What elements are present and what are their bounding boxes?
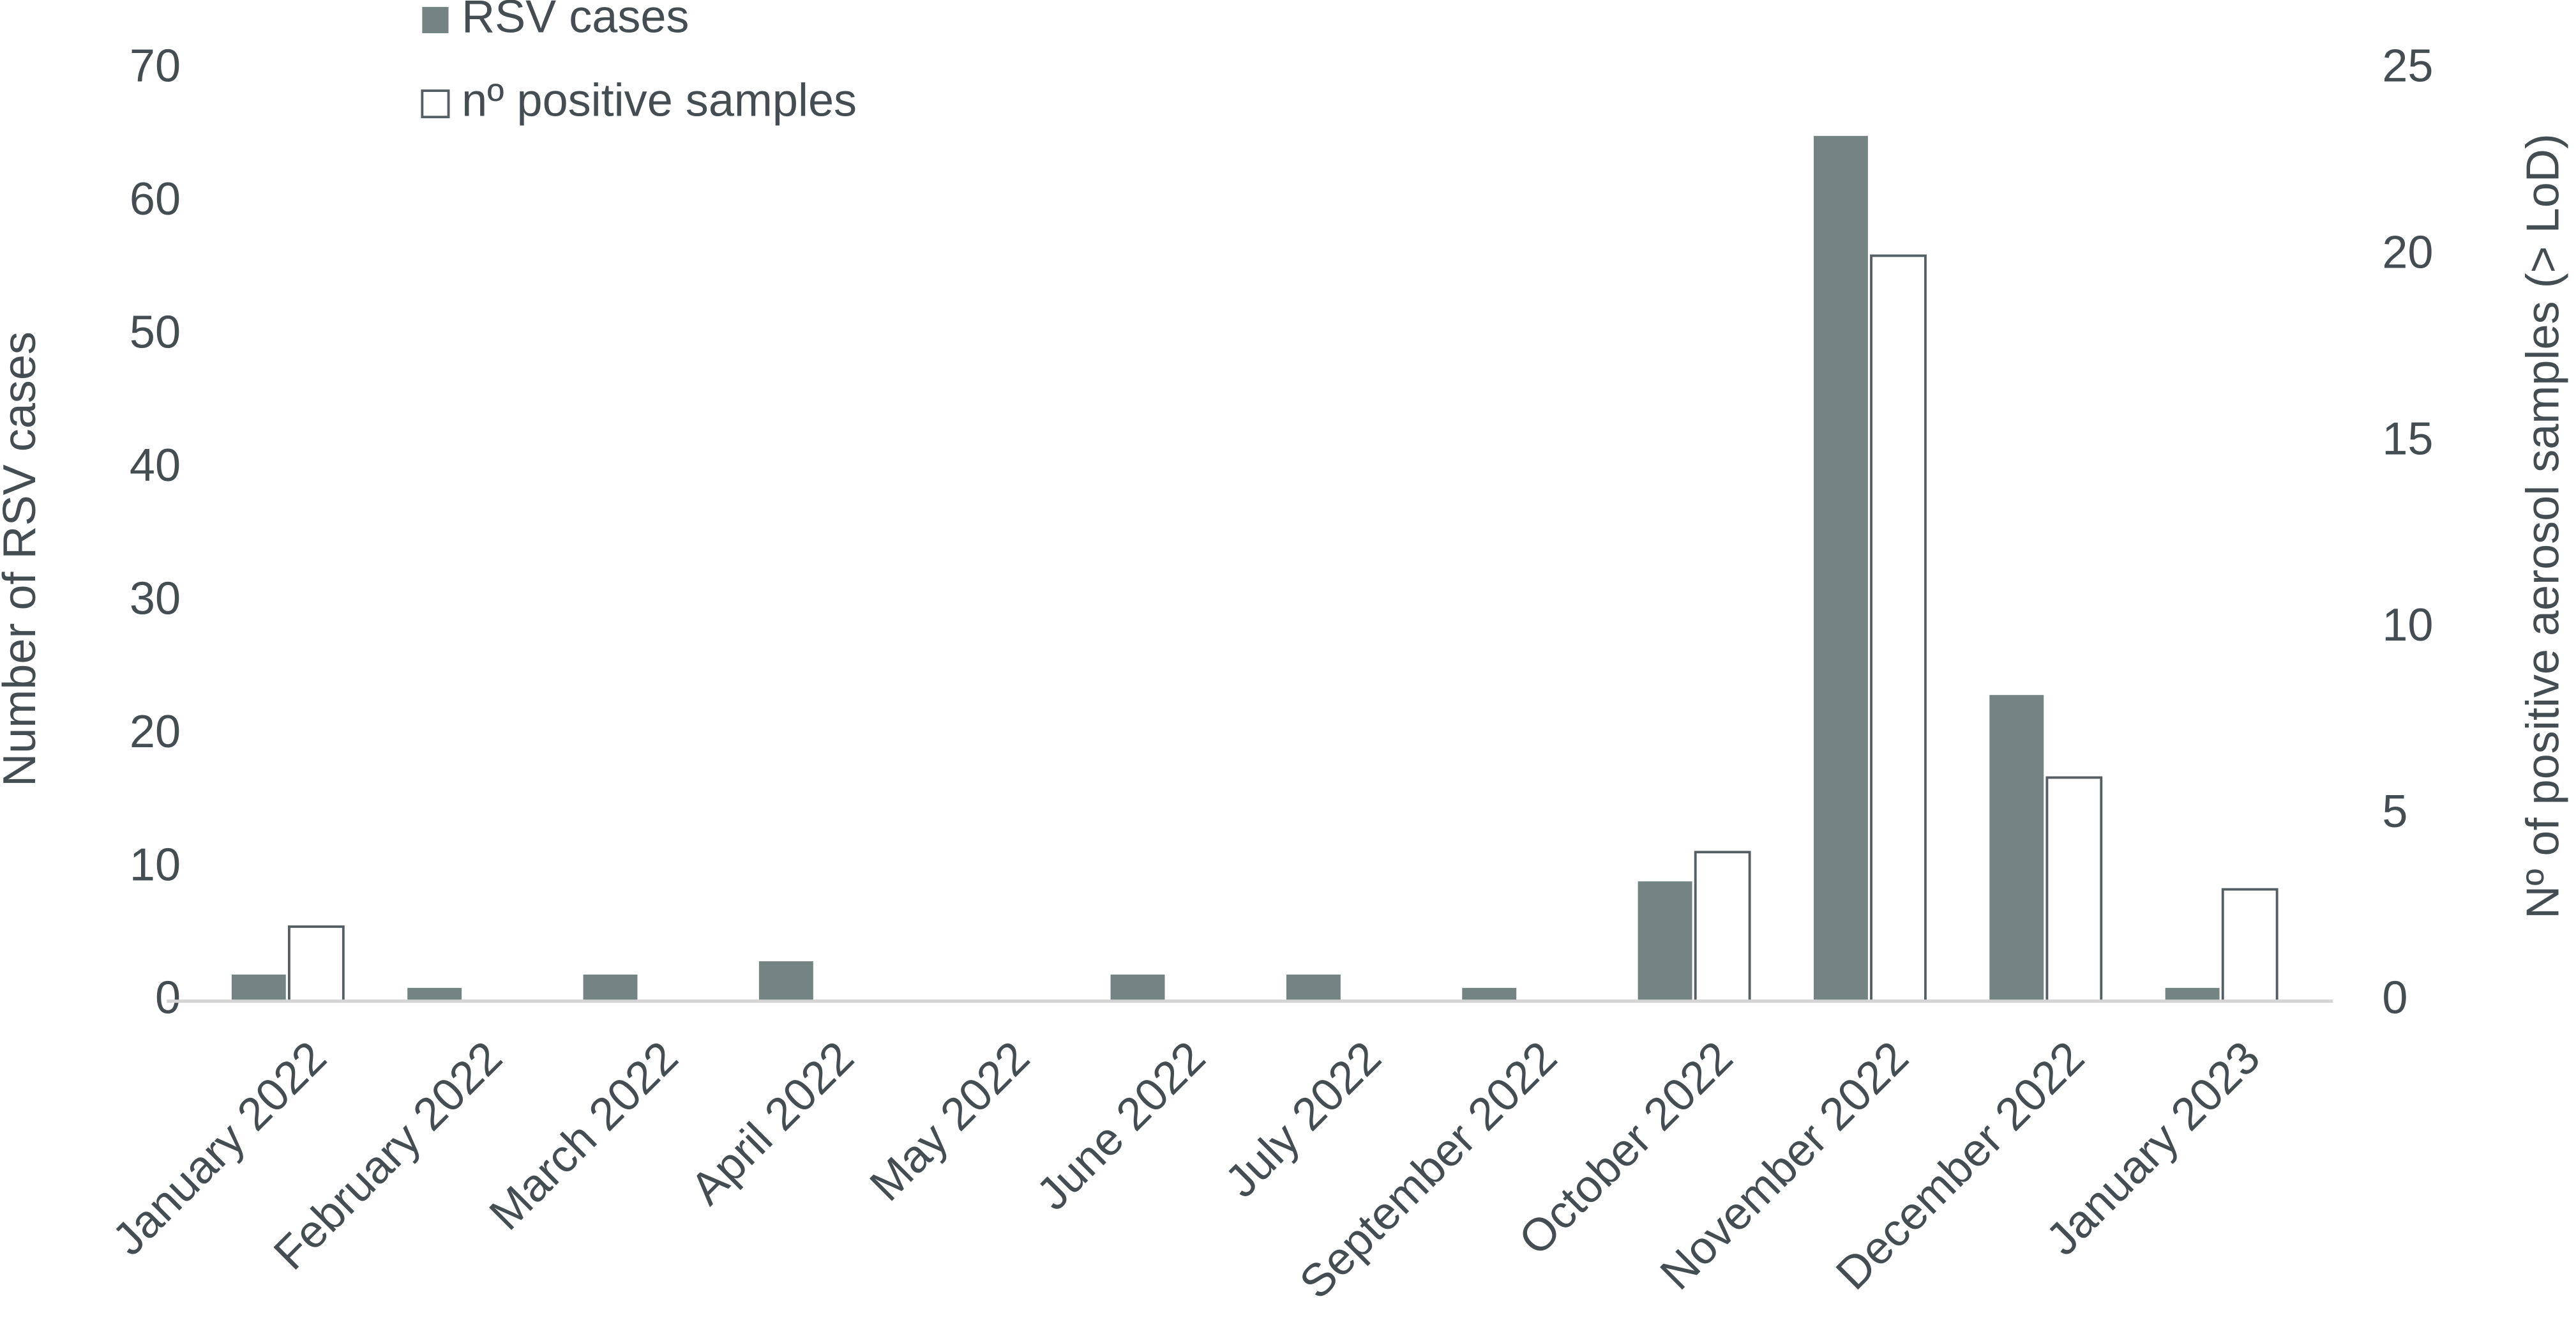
legend-swatch bbox=[421, 89, 450, 119]
bar bbox=[231, 974, 286, 1001]
y2-tick-label: 15 bbox=[2382, 413, 2433, 464]
bar bbox=[1110, 974, 1165, 1001]
y2-tick-label: 25 bbox=[2382, 41, 2433, 92]
legend-label: nº positive samples bbox=[462, 75, 857, 126]
y-tick-label: 70 bbox=[130, 41, 181, 92]
bar bbox=[758, 961, 813, 1001]
bar bbox=[1870, 254, 1927, 1003]
y2-tick-label: 0 bbox=[2382, 973, 2407, 1024]
y-tick-label: 0 bbox=[155, 973, 181, 1024]
x-tick-label: June 2022 bbox=[1027, 1032, 1216, 1220]
y2-tick-label: 10 bbox=[2382, 600, 2433, 651]
bar bbox=[1989, 695, 2044, 1001]
y2-axis-label: Nº of positive aerosol samples (> LoD) bbox=[2518, 133, 2569, 919]
bar bbox=[407, 987, 462, 1001]
x-tick-label: May 2022 bbox=[861, 1032, 1039, 1211]
x-tick-label: March 2022 bbox=[480, 1032, 688, 1240]
bar bbox=[1462, 987, 1517, 1001]
y2-tick-label: 20 bbox=[2382, 227, 2433, 278]
y-tick-label: 20 bbox=[130, 706, 181, 757]
bar bbox=[1694, 851, 1751, 1003]
bar bbox=[1286, 974, 1341, 1001]
bar bbox=[2165, 987, 2220, 1001]
y-tick-label: 50 bbox=[130, 307, 181, 358]
y-tick-label: 60 bbox=[130, 174, 181, 225]
legend-label: RSV cases bbox=[462, 0, 689, 42]
y-axis-label: Number of RSV cases bbox=[0, 331, 45, 787]
y-tick-label: 30 bbox=[130, 573, 181, 624]
bar bbox=[287, 925, 345, 1003]
bar bbox=[1638, 881, 1692, 1001]
x-tick-label: April 2022 bbox=[681, 1032, 864, 1215]
legend-swatch bbox=[422, 6, 449, 33]
x-tick-label: July 2022 bbox=[1216, 1032, 1391, 1208]
bar bbox=[583, 974, 638, 1001]
y-tick-label: 40 bbox=[130, 440, 181, 491]
bar bbox=[1813, 135, 1868, 1001]
y-tick-label: 10 bbox=[130, 839, 181, 890]
bar bbox=[2221, 888, 2278, 1003]
bar bbox=[2045, 776, 2103, 1003]
y2-tick-label: 5 bbox=[2382, 786, 2407, 837]
